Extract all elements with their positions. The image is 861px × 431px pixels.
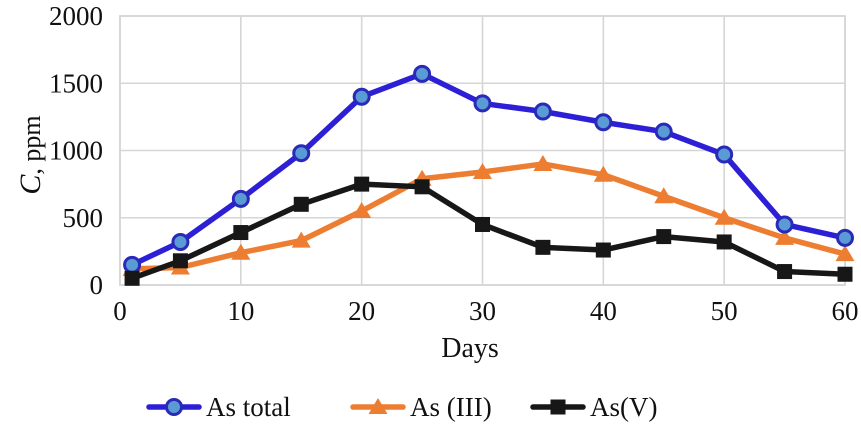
marker-triangle <box>654 187 674 204</box>
marker-triangle <box>593 165 613 182</box>
y-axis-title-symbol: C <box>14 174 47 195</box>
marker-square <box>414 179 430 195</box>
x-tick-label: 30 <box>469 296 496 326</box>
y-axis-title: C, ppm <box>14 115 48 194</box>
legend-swatch-as-total <box>146 398 202 416</box>
y-tick-label: 2000 <box>49 1 103 31</box>
plot-border <box>119 15 846 286</box>
legend-swatch-as-v <box>530 399 586 415</box>
x-tick-label: 0 <box>113 296 127 326</box>
legend-item-as-iii: As (III) <box>350 391 492 422</box>
marker-square <box>354 176 370 192</box>
marker-square <box>293 196 309 212</box>
x-axis-title: Days <box>441 333 499 364</box>
marker-triangle <box>473 163 492 180</box>
legend-item-as-total: As total <box>146 391 291 422</box>
marker-square <box>535 239 551 255</box>
marker-triangle <box>835 245 855 262</box>
marker-circle <box>775 215 794 234</box>
x-tick-label: 60 <box>832 296 859 326</box>
y-tick-label: 500 <box>63 203 104 233</box>
marker-circle <box>123 255 142 274</box>
marker-triangle <box>291 231 311 248</box>
marker-circle <box>413 64 432 83</box>
marker-square <box>233 225 249 241</box>
legend-label-as-total: As total <box>206 391 291 422</box>
marker-circle <box>473 94 492 113</box>
marker-square <box>837 266 853 282</box>
marker-square <box>777 264 793 280</box>
marker-triangle <box>231 243 251 260</box>
marker-square <box>595 242 611 258</box>
legend-swatch-as-iii <box>350 398 406 414</box>
y-tick-label: 1500 <box>49 68 103 98</box>
marker-circle <box>715 145 734 164</box>
x-tick-label: 20 <box>348 296 375 326</box>
plot-area: 0 500 1000 1500 2000 0 10 20 30 40 50 60 <box>49 1 859 326</box>
legend-label-as-iii: As (III) <box>410 391 492 422</box>
series-as-v <box>124 176 853 286</box>
marker-circle <box>594 113 613 132</box>
marker-circle <box>533 102 552 121</box>
legend-label-as-v: As(V) <box>590 391 658 422</box>
y-tick-label: 0 <box>90 270 104 300</box>
x-tick-label: 50 <box>711 296 738 326</box>
series-as-iii <box>122 154 855 276</box>
marker-square <box>656 229 672 245</box>
y-axis-title-unit: , ppm <box>17 115 46 175</box>
y-tick-label: 1000 <box>49 136 103 166</box>
marker-triangle <box>368 398 388 414</box>
marker-triangle <box>714 208 734 225</box>
marker-square <box>716 234 732 250</box>
x-tick-label: 40 <box>590 296 617 326</box>
x-tick-label: 10 <box>227 296 254 326</box>
marker-circle <box>352 87 371 106</box>
marker-circle <box>171 232 190 251</box>
marker-circle <box>654 122 673 141</box>
marker-circle <box>836 228 854 247</box>
marker-circle <box>231 189 250 208</box>
marker-triangle <box>775 228 795 245</box>
series-as-total <box>123 64 854 274</box>
marker-square <box>475 216 490 232</box>
marker-circle <box>292 144 311 163</box>
marker-square <box>550 399 566 415</box>
legend: As total As (III) As(V) <box>0 391 861 423</box>
marker-triangle <box>352 202 372 219</box>
marker-triangle <box>533 154 553 171</box>
marker-square <box>172 253 188 269</box>
marker-square <box>124 270 140 286</box>
marker-circle <box>165 398 183 416</box>
legend-item-as-v: As(V) <box>530 391 658 422</box>
